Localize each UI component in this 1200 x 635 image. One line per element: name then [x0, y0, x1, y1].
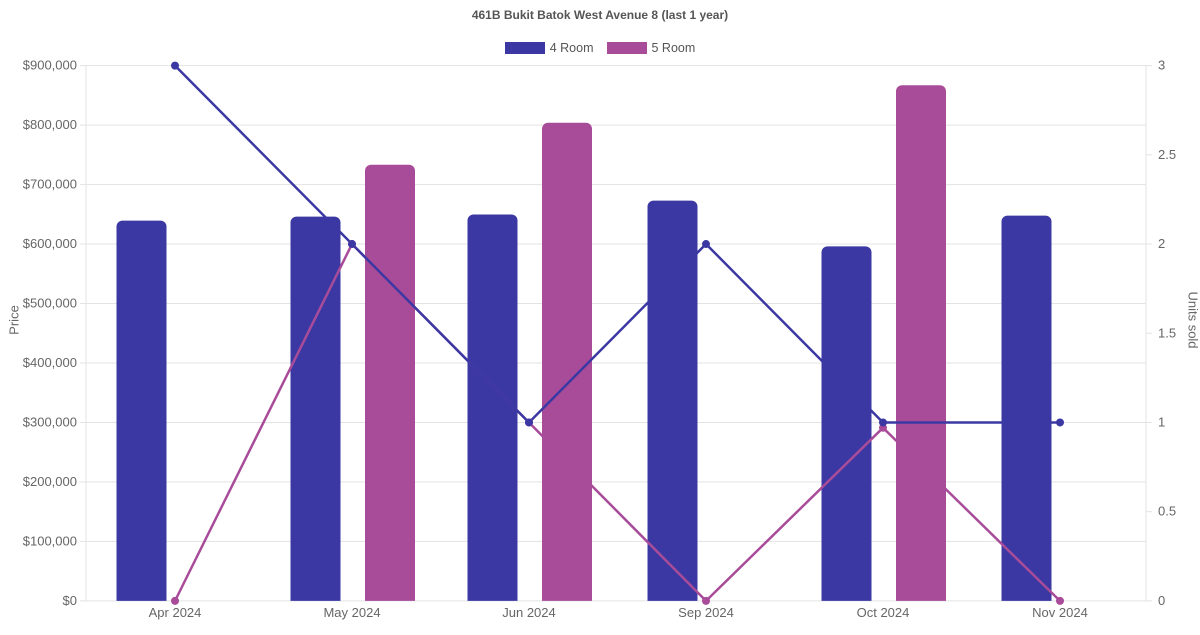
- svg-text:$900,000: $900,000: [23, 58, 77, 73]
- svg-text:$400,000: $400,000: [23, 355, 77, 370]
- svg-text:$100,000: $100,000: [23, 533, 77, 548]
- svg-text:$800,000: $800,000: [23, 117, 77, 132]
- svg-text:1: 1: [1158, 414, 1165, 429]
- svg-text:1.5: 1.5: [1158, 325, 1176, 340]
- svg-text:$200,000: $200,000: [23, 474, 77, 489]
- svg-text:$700,000: $700,000: [23, 177, 77, 192]
- svg-text:2.5: 2.5: [1158, 147, 1176, 162]
- svg-text:$600,000: $600,000: [23, 236, 77, 251]
- svg-text:0.5: 0.5: [1158, 504, 1176, 519]
- svg-text:$500,000: $500,000: [23, 296, 77, 311]
- svg-text:2: 2: [1158, 236, 1165, 251]
- svg-text:3: 3: [1158, 58, 1165, 73]
- svg-text:$300,000: $300,000: [23, 414, 77, 429]
